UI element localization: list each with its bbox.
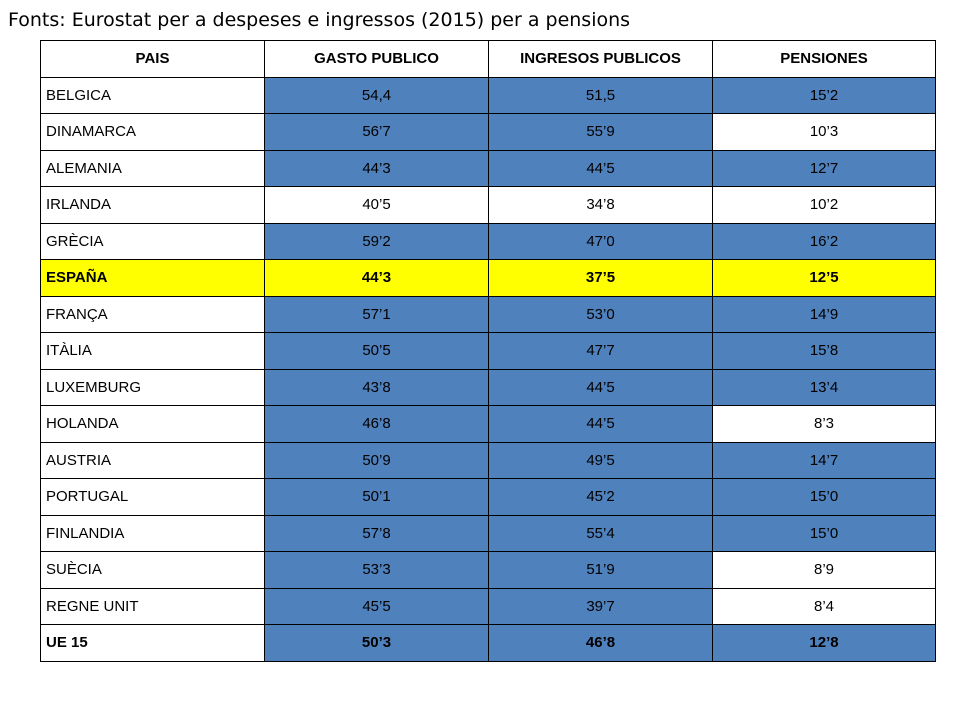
ingresos-publicos-cell: 39’7: [488, 587, 713, 625]
gasto-publico-cell: 46’8: [264, 405, 489, 443]
country-cell: UE 15: [40, 624, 265, 662]
gasto-publico-cell: 50’1: [264, 478, 489, 516]
ingresos-publicos-cell: 44’5: [488, 405, 713, 443]
gasto-publico-cell: 57’1: [264, 295, 489, 333]
table-row: GRÈCIA 59’2 47’0 16’2: [40, 222, 936, 260]
pensiones-cell: 8’4: [712, 587, 936, 625]
column-header-gasto-publico: GASTO PUBLICO: [264, 40, 489, 78]
gasto-publico-cell: 43’8: [264, 368, 489, 406]
table-row: LUXEMBURG 43’8 44’5 13’4: [40, 368, 936, 406]
gasto-publico-cell: 57’8: [264, 514, 489, 552]
pensiones-cell: 16’2: [712, 222, 936, 260]
ingresos-publicos-cell: 44’5: [488, 149, 713, 187]
gasto-publico-cell: 50’5: [264, 332, 489, 370]
table-row: PORTUGAL 50’1 45’2 15’0: [40, 478, 936, 516]
country-cell: SUÈCIA: [40, 551, 265, 589]
country-cell: DINAMARCA: [40, 113, 265, 151]
country-cell: FINLANDIA: [40, 514, 265, 552]
gasto-publico-cell: 45’5: [264, 587, 489, 625]
country-cell: ALEMANIA: [40, 149, 265, 187]
country-cell: LUXEMBURG: [40, 368, 265, 406]
country-cell: IRLANDA: [40, 186, 265, 224]
country-cell: AUSTRIA: [40, 441, 265, 479]
gasto-publico-cell: 53’3: [264, 551, 489, 589]
ingresos-publicos-cell: 55’9: [488, 113, 713, 151]
table-row: FINLANDIA 57’8 55’4 15’0: [40, 514, 936, 552]
gasto-publico-cell: 59’2: [264, 222, 489, 260]
country-cell: GRÈCIA: [40, 222, 265, 260]
ingresos-publicos-cell: 51’9: [488, 551, 713, 589]
ingresos-publicos-cell: 47’7: [488, 332, 713, 370]
pensiones-cell: 14’7: [712, 441, 936, 479]
pensiones-cell: 8’9: [712, 551, 936, 589]
table-row: ITÀLIA 50’5 47’7 15’8: [40, 332, 936, 370]
ingresos-publicos-cell: 34’8: [488, 186, 713, 224]
country-cell: ESPAÑA: [40, 259, 265, 297]
pensiones-cell: 12’7: [712, 149, 936, 187]
table-row: HOLANDA 46’8 44’5 8’3: [40, 405, 936, 443]
table-header-row: PAIS GASTO PUBLICO INGRESOS PUBLICOS PEN…: [40, 40, 936, 78]
table-row: ESPAÑA 44’3 37’5 12’5: [40, 259, 936, 297]
ingresos-publicos-cell: 45’2: [488, 478, 713, 516]
table-row: FRANÇA 57’1 53’0 14’9: [40, 295, 936, 333]
table-row: SUÈCIA 53’3 51’9 8’9: [40, 551, 936, 589]
column-header-pensiones: PENSIONES: [712, 40, 936, 78]
pensiones-cell: 15’0: [712, 478, 936, 516]
table-row: BELGICA 54,4 51,5 15’2: [40, 76, 936, 114]
pensiones-cell: 13’4: [712, 368, 936, 406]
ingresos-publicos-cell: 37’5: [488, 259, 713, 297]
ingresos-publicos-cell: 51,5: [488, 76, 713, 114]
ingresos-publicos-cell: 44’5: [488, 368, 713, 406]
table-body: BELGICA 54,4 51,5 15’2 DINAMARCA 56’7 55’9 10’3…: [40, 76, 936, 662]
pensiones-cell: 14’9: [712, 295, 936, 333]
gasto-publico-cell: 50’9: [264, 441, 489, 479]
ingresos-publicos-cell: 47’0: [488, 222, 713, 260]
ingresos-publicos-cell: 55’4: [488, 514, 713, 552]
country-cell: HOLANDA: [40, 405, 265, 443]
table-row: UE 15 50’3 46’8 12’8: [40, 624, 936, 662]
pensiones-cell: 12’5: [712, 259, 936, 297]
country-cell: ITÀLIA: [40, 332, 265, 370]
table-row: ALEMANIA 44’3 44’5 12’7: [40, 149, 936, 187]
pensiones-cell: 10’2: [712, 186, 936, 224]
country-cell: REGNE UNIT: [40, 587, 265, 625]
pensiones-cell: 15’0: [712, 514, 936, 552]
pensiones-cell: 8’3: [712, 405, 936, 443]
gasto-publico-cell: 44’3: [264, 259, 489, 297]
gasto-publico-cell: 50’3: [264, 624, 489, 662]
gasto-publico-cell: 44’3: [264, 149, 489, 187]
ingresos-publicos-cell: 46’8: [488, 624, 713, 662]
country-cell: FRANÇA: [40, 295, 265, 333]
table-row: AUSTRIA 50’9 49’5 14’7: [40, 441, 936, 479]
ingresos-publicos-cell: 49’5: [488, 441, 713, 479]
pensiones-cell: 12’8: [712, 624, 936, 662]
gasto-publico-cell: 40’5: [264, 186, 489, 224]
pensiones-cell: 15’2: [712, 76, 936, 114]
gasto-publico-cell: 54,4: [264, 76, 489, 114]
gasto-publico-cell: 56’7: [264, 113, 489, 151]
data-table: PAIS GASTO PUBLICO INGRESOS PUBLICOS PEN…: [40, 40, 936, 662]
column-header-ingresos-publicos: INGRESOS PUBLICOS: [488, 40, 713, 78]
page-title: Fonts: Eurostat per a despeses e ingress…: [8, 9, 631, 31]
table-row: DINAMARCA 56’7 55’9 10’3: [40, 113, 936, 151]
country-cell: BELGICA: [40, 76, 265, 114]
table-row: REGNE UNIT 45’5 39’7 8’4: [40, 587, 936, 625]
pensiones-cell: 10’3: [712, 113, 936, 151]
pensiones-cell: 15’8: [712, 332, 936, 370]
country-cell: PORTUGAL: [40, 478, 265, 516]
ingresos-publicos-cell: 53’0: [488, 295, 713, 333]
table-row: IRLANDA 40’5 34’8 10’2: [40, 186, 936, 224]
column-header-pais: PAIS: [40, 40, 265, 78]
